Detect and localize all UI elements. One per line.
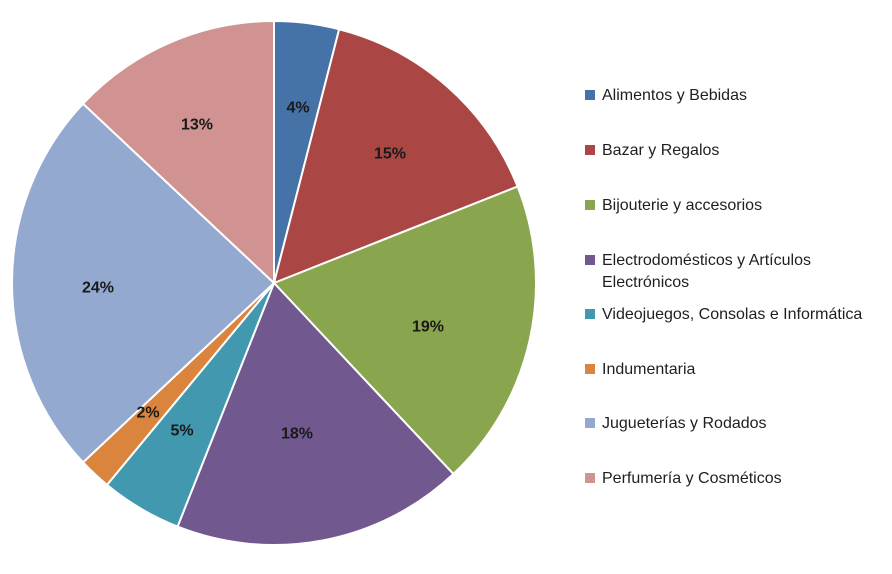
pie-slice-electrodomesticos-y-articulos-electronicos: [176, 282, 455, 546]
data-label-indumentaria: 2%: [136, 405, 159, 422]
legend-swatch-bazar-y-regalos: [585, 145, 595, 155]
data-label-jugueterias-y-rodados: 24%: [82, 280, 114, 297]
pie-slice-perfumeria-y-cosmeticos: [82, 20, 275, 284]
pie-slice-jugueterias-y-rodados: [11, 102, 275, 464]
data-label-alimentos-y-bebidas: 4%: [286, 100, 309, 117]
legend-label-indumentaria: Indumentaria: [602, 361, 695, 378]
pie-slice-bazar-y-regalos: [273, 28, 519, 284]
data-label-bazar-y-regalos: 15%: [374, 146, 406, 163]
legend-swatch-electrodomesticos-y-articulos-electronicos: [585, 255, 595, 265]
data-label-videojuegos-consolas-e-informatica: 5%: [170, 423, 193, 440]
data-label-bijouterie-y-accesorios: 19%: [412, 319, 444, 336]
legend-label-videojuegos-consolas-e-informatica: Videojuegos, Consolas e Informática: [602, 306, 862, 323]
legend-swatch-alimentos-y-bebidas: [585, 90, 595, 100]
legend-label-bijouterie-y-accesorios: Bijouterie y accesorios: [602, 197, 762, 214]
pie-slice-bijouterie-y-accesorios: [273, 185, 537, 475]
legend-label-alimentos-y-bebidas: Alimentos y Bebidas: [602, 87, 747, 104]
data-label-perfumeria-y-cosmeticos: 13%: [181, 117, 213, 134]
legend-label-perfumeria-y-cosmeticos: Perfumería y Cosméticos: [602, 470, 782, 487]
legend-label-jugueterias-y-rodados: Jugueterías y Rodados: [602, 415, 767, 432]
legend-label-electrodomesticos-y-articulos-electronicos: Electrodomésticos y Artículos Electrónico…: [602, 252, 811, 291]
legend-swatch-bijouterie-y-accesorios: [585, 200, 595, 210]
data-label-electrodomesticos-y-articulos-electronicos: 18%: [281, 426, 313, 443]
legend-swatch-indumentaria: [585, 364, 595, 374]
legend-swatch-perfumeria-y-cosmeticos: [585, 473, 595, 483]
pie-data-labels: 4% 15% 19% 18% 5% 2% 24% 13%: [82, 100, 444, 443]
legend: Alimentos y Bebidas Bazar y Regalos Bijout…: [585, 87, 862, 487]
legend-label-bazar-y-regalos: Bazar y Regalos: [602, 142, 719, 159]
legend-swatch-jugueterias-y-rodados: [585, 418, 595, 428]
legend-swatch-videojuegos-consolas-e-informatica: [585, 309, 595, 319]
pie-slices: [11, 20, 537, 546]
